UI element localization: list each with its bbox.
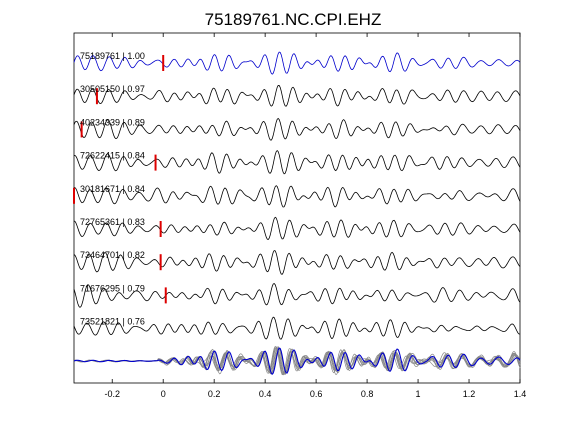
plot-frame — [73, 32, 521, 384]
trace-label: 30505150 | 0.97 — [80, 84, 145, 94]
trace-line — [73, 84, 521, 107]
trace-line — [73, 117, 521, 141]
x-tick-label: 1.2 — [463, 389, 476, 399]
x-tick-label: 0.6 — [310, 389, 323, 399]
chart-title: 75189761.NC.CPI.EHZ — [205, 10, 382, 29]
trace-labels: 75189761 | 1.00 30505150 | 0.97 40234339 |… — [80, 51, 145, 327]
pick-markers — [73, 55, 167, 304]
trace-label: 73464701 | 0.82 — [80, 250, 145, 260]
x-tick-label: 0.8 — [361, 389, 374, 399]
trace-label: 75189761 | 1.00 — [80, 51, 145, 61]
trace-line — [73, 149, 521, 175]
x-tick-label: 0 — [161, 389, 166, 399]
x-tick-label: 1 — [416, 389, 421, 399]
overlay-stack — [73, 345, 521, 376]
trace-label: 72765361 | 0.83 — [80, 217, 145, 227]
x-tick-label: 0.2 — [208, 389, 221, 399]
x-axis: -0.2 0 0.2 0.4 0.6 0.8 1 1.2 1.4 — [104, 33, 526, 399]
trace-line — [73, 316, 521, 340]
trace-line — [73, 51, 521, 75]
x-tick-label: 0.4 — [259, 389, 272, 399]
trace-line — [73, 250, 521, 275]
trace-line — [73, 282, 521, 308]
trace-label: 30181671 | 0.84 — [80, 184, 145, 194]
x-tick-label: -0.2 — [104, 389, 120, 399]
traces-layer — [73, 51, 521, 340]
trace-line — [73, 185, 521, 208]
trace-label: 72622415 | 0.84 — [80, 151, 145, 161]
trace-label: 71676295 | 0.79 — [80, 283, 145, 293]
trace-label: 40234339 | 0.89 — [80, 117, 145, 127]
x-tick-label: 1.4 — [514, 389, 527, 399]
trace-line — [73, 216, 521, 241]
trace-label: 73521821 | 0.76 — [80, 317, 145, 327]
stack-reference-line — [73, 347, 521, 376]
